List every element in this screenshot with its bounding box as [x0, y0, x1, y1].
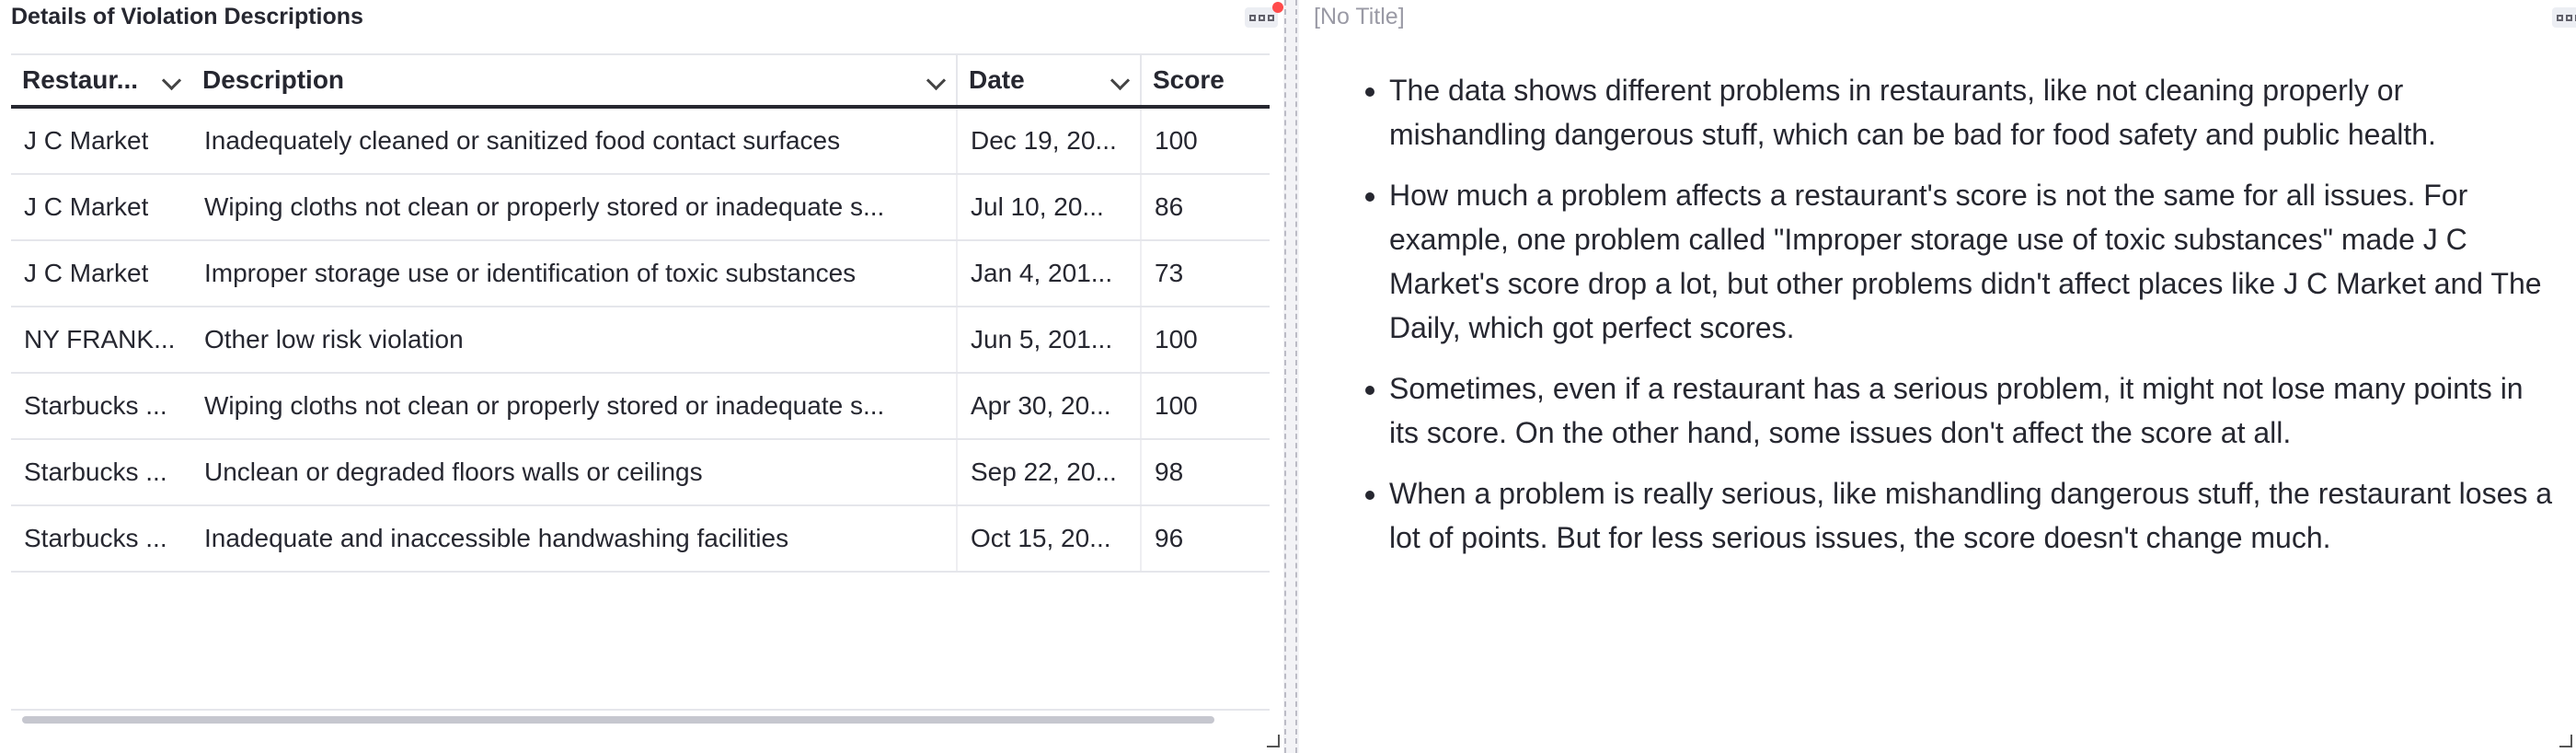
cell-score: 100 — [1155, 126, 1198, 155]
table-row[interactable]: J C Market Wiping cloths not clean or pr… — [11, 175, 1270, 241]
table-row[interactable]: J C Market Inadequately cleaned or sanit… — [11, 109, 1270, 175]
cell-restaurant: Starbucks ... — [24, 458, 167, 486]
panel-divider[interactable] — [1283, 0, 1299, 753]
insights-list: The data shows different problems in res… — [1345, 68, 2559, 576]
panel-title: Details of Violation Descriptions — [11, 4, 363, 29]
cell-description: Wiping cloths not clean or properly stor… — [191, 175, 958, 239]
cell-restaurant: Starbucks ... — [24, 391, 167, 420]
panel-menu-icon[interactable] — [2552, 7, 2576, 28]
cell-score: 100 — [1155, 325, 1198, 353]
table-panel: Details of Violation Descriptions Restau… — [0, 0, 1283, 753]
table-row[interactable]: J C Market Improper storage use or ident… — [11, 241, 1270, 307]
cell-restaurant: J C Market — [24, 259, 149, 287]
cell-score: 86 — [1155, 192, 1184, 221]
panel-title: [No Title] — [1314, 4, 1405, 29]
table-row[interactable]: NY FRANK... Other low risk violation Jun… — [11, 307, 1270, 374]
cell-restaurant: J C Market — [24, 126, 149, 155]
column-header-score[interactable]: Score — [1153, 65, 1225, 94]
column-header-description[interactable]: Description — [191, 55, 958, 105]
list-item: When a problem is really serious, like m… — [1389, 471, 2559, 560]
notes-panel: [No Title] The data shows different prob… — [1299, 0, 2576, 753]
cell-date: Jun 5, 201... — [958, 307, 1142, 372]
list-item: Sometimes, even if a restaurant has a se… — [1389, 366, 2559, 455]
scrollbar-thumb[interactable] — [22, 716, 1214, 724]
cell-restaurant: J C Market — [24, 192, 149, 221]
list-item: How much a problem affects a restaurant'… — [1389, 173, 2559, 350]
chevron-down-icon[interactable] — [161, 70, 182, 91]
cell-date: Apr 30, 20... — [958, 374, 1142, 438]
cell-restaurant: NY FRANK... — [24, 325, 176, 353]
chevron-down-icon[interactable] — [926, 70, 947, 91]
notification-dot — [1272, 2, 1283, 13]
cell-date: Jan 4, 201... — [958, 241, 1142, 306]
cell-restaurant: Starbucks ... — [24, 524, 167, 552]
violations-table: Restaur... Description Date Score J C Ma… — [11, 53, 1270, 735]
column-header-restaurant[interactable]: Restaur... — [11, 55, 191, 105]
cell-score: 98 — [1155, 458, 1184, 486]
cell-description: Unclean or degraded floors walls or ceil… — [191, 440, 958, 504]
cell-description: Improper storage use or identification o… — [191, 241, 958, 306]
resize-handle-icon[interactable] — [2559, 735, 2572, 747]
list-item: The data shows different problems in res… — [1389, 68, 2559, 156]
cell-description: Inadequate and inaccessible handwashing … — [191, 506, 958, 571]
table-row[interactable]: Starbucks ... Wiping cloths not clean or… — [11, 374, 1270, 440]
column-header-date[interactable]: Date — [958, 55, 1142, 105]
cell-score: 96 — [1155, 524, 1184, 552]
horizontal-scrollbar[interactable] — [11, 709, 1270, 727]
table-row[interactable]: Starbucks ... Inadequate and inaccessibl… — [11, 506, 1270, 573]
cell-date: Sep 22, 20... — [958, 440, 1142, 504]
cell-score: 100 — [1155, 391, 1198, 420]
panel-menu-icon[interactable] — [1245, 2, 1283, 28]
chevron-down-icon[interactable] — [1110, 70, 1131, 91]
cell-score: 73 — [1155, 259, 1184, 287]
table-header: Restaur... Description Date Score — [11, 53, 1270, 109]
cell-description: Inadequately cleaned or sanitized food c… — [191, 109, 958, 173]
table-row[interactable]: Starbucks ... Unclean or degraded floors… — [11, 440, 1270, 506]
cell-description: Other low risk violation — [191, 307, 958, 372]
cell-date: Oct 15, 20... — [958, 506, 1142, 571]
resize-handle-icon[interactable] — [1267, 735, 1280, 747]
cell-date: Dec 19, 20... — [958, 109, 1142, 173]
cell-date: Jul 10, 20... — [958, 175, 1142, 239]
cell-description: Wiping cloths not clean or properly stor… — [191, 374, 958, 438]
